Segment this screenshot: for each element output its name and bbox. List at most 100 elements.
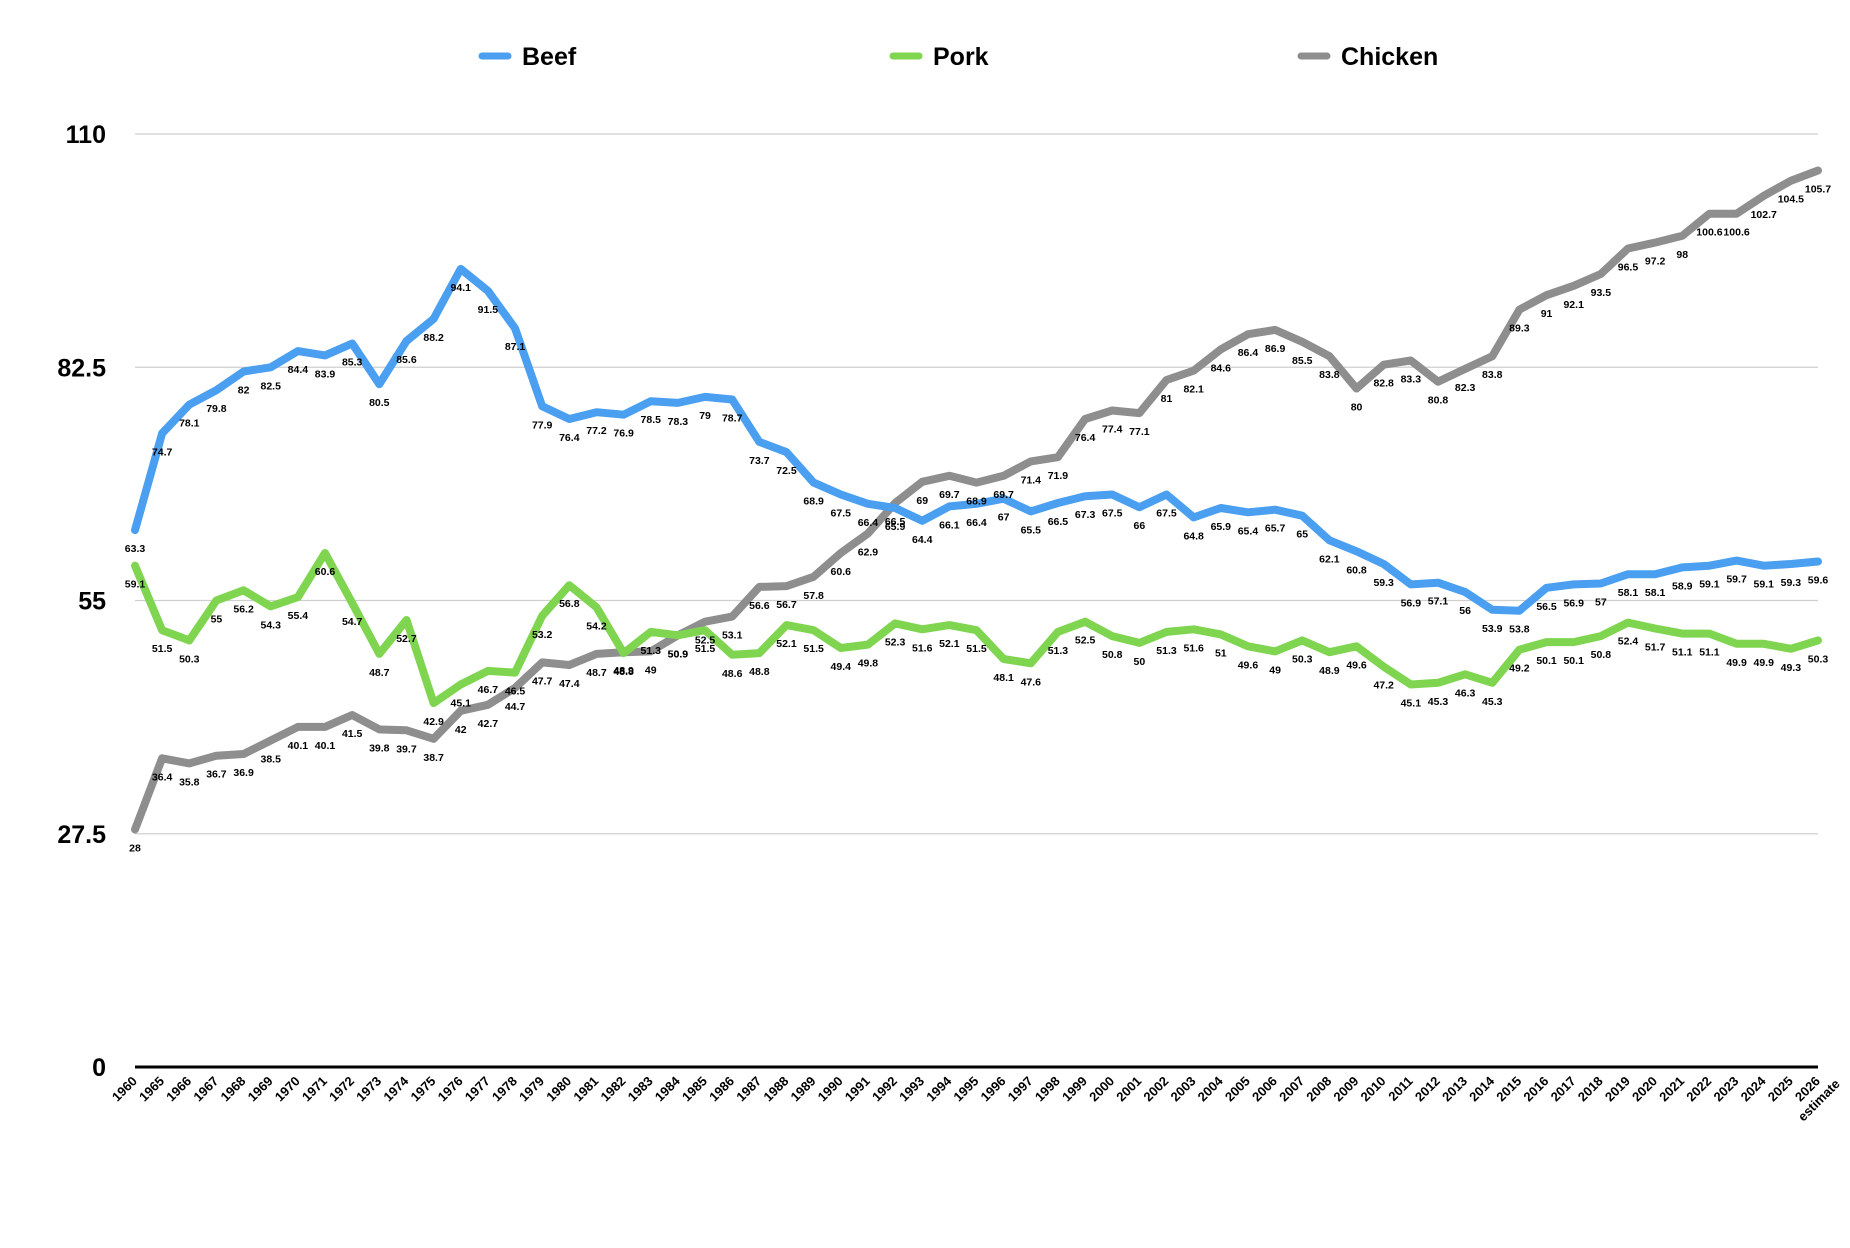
x-tick-label: 1965 <box>136 1073 167 1104</box>
data-label-chicken: 68.9 <box>966 496 987 508</box>
data-label-pork: 50.1 <box>1536 655 1557 667</box>
data-label-pork: 51.3 <box>1156 645 1177 657</box>
data-label-beef: 77.9 <box>532 419 553 431</box>
data-label-chicken: 53.1 <box>722 630 743 642</box>
x-tick-label-group: 2012 <box>1412 1073 1443 1104</box>
x-tick-label: 1996 <box>978 1073 1009 1104</box>
data-label-pork: 51.5 <box>695 643 716 655</box>
x-tick-label: 2016 <box>1520 1073 1551 1104</box>
x-tick-label: 2015 <box>1493 1073 1524 1104</box>
y-tick-label: 0 <box>92 1054 106 1082</box>
x-tick-label-group: 1969 <box>245 1073 276 1104</box>
data-label-beef: 78.5 <box>641 414 662 426</box>
data-label-chicken: 93.5 <box>1591 287 1612 299</box>
x-tick-label: 1988 <box>760 1073 791 1104</box>
x-tick-label: 1980 <box>543 1073 574 1104</box>
x-tick-label: 1974 <box>380 1073 412 1105</box>
data-label-pork: 49 <box>1269 664 1281 676</box>
x-tick-label: 2020 <box>1629 1073 1660 1104</box>
x-tick-label-group: 2004 <box>1195 1073 1227 1105</box>
x-tick-label: 2010 <box>1358 1073 1389 1104</box>
x-tick-label-group: 1982 <box>598 1073 629 1104</box>
x-tick-label: 2011 <box>1385 1073 1416 1104</box>
data-label-pork: 50.8 <box>1102 649 1123 661</box>
data-label-chicken: 35.8 <box>179 776 200 788</box>
y-tick-label: 27.5 <box>57 821 106 849</box>
data-label-beef: 72.5 <box>776 465 797 477</box>
x-tick-label-group: 2000 <box>1086 1073 1117 1104</box>
data-label-chicken: 40.1 <box>288 740 309 752</box>
gridlines <box>135 133 1818 1069</box>
data-label-chicken: 69.7 <box>939 489 960 501</box>
x-tick-label: 2014 <box>1466 1073 1498 1105</box>
x-tick-label: 1975 <box>407 1073 438 1104</box>
data-label-chicken: 36.7 <box>206 769 227 781</box>
data-label-beef: 57.1 <box>1428 596 1449 608</box>
data-label-chicken: 71.4 <box>1021 474 1042 486</box>
data-label-chicken: 83.8 <box>1319 369 1340 381</box>
x-tick-label-group: 1973 <box>353 1073 384 1104</box>
data-label-beef: 58.9 <box>1672 580 1693 592</box>
data-label-beef: 68.9 <box>803 496 824 508</box>
x-tick-label: 1999 <box>1059 1073 1090 1104</box>
data-label-beef: 67.5 <box>1102 507 1123 519</box>
data-label-beef: 76.9 <box>613 428 634 440</box>
data-label-beef: 83.9 <box>315 368 336 380</box>
x-tick-label-group: 1987 <box>733 1073 764 1104</box>
x-tick-label-group: 1978 <box>489 1073 520 1104</box>
y-tick-label: 82.5 <box>57 354 106 382</box>
x-tick-label-group: 2025 <box>1765 1073 1796 1104</box>
x-tick-label-group: 1998 <box>1032 1073 1063 1104</box>
data-label-chicken: 100.6 <box>1723 227 1749 239</box>
x-tick-label-group: 2002 <box>1140 1073 1171 1104</box>
data-label-chicken: 49 <box>645 664 657 676</box>
x-tick-label-group: 1989 <box>788 1073 819 1104</box>
series-line-pork <box>131 549 1822 708</box>
data-label-chicken: 50.9 <box>668 648 689 660</box>
data-label-beef: 66.5 <box>1048 516 1069 528</box>
data-label-beef: 94.1 <box>451 282 472 294</box>
x-tick-label-group: 1985 <box>679 1073 710 1104</box>
x-tick-label-group: 1995 <box>950 1073 981 1104</box>
data-label-pork: 46.3 <box>1455 687 1476 699</box>
data-label-pork: 56.2 <box>233 603 254 615</box>
data-label-pork: 49.4 <box>831 661 852 673</box>
legend-item-pork: Pork <box>889 43 989 71</box>
series-line-beef <box>131 264 1822 615</box>
data-label-pork: 51.6 <box>912 642 933 654</box>
x-tick-label-group: 1975 <box>407 1073 438 1104</box>
x-tick-label: 2024 <box>1738 1073 1770 1105</box>
data-label-chicken: 84.6 <box>1211 362 1232 374</box>
x-tick-label-group: 1967 <box>190 1073 221 1104</box>
data-label-pork: 46.5 <box>505 686 526 698</box>
data-label-pork: 51.5 <box>152 643 173 655</box>
data-label-beef: 65.7 <box>1265 523 1286 535</box>
x-tick-label: 1978 <box>489 1073 520 1104</box>
data-label-beef: 56.9 <box>1563 597 1584 609</box>
legend-item-chicken: Chicken <box>1297 43 1438 71</box>
x-tick-label: 2025 <box>1765 1073 1796 1104</box>
x-tick-label: 1967 <box>190 1073 221 1104</box>
data-label-pork: 59.1 <box>125 579 146 591</box>
data-label-chicken: 47.7 <box>532 675 553 687</box>
data-label-pork: 55 <box>211 614 223 626</box>
data-label-beef: 78.7 <box>722 412 743 424</box>
data-label-pork: 50.9 <box>668 648 689 660</box>
data-label-chicken: 47.4 <box>559 678 580 690</box>
x-tick-label: 1990 <box>815 1073 846 1104</box>
x-tick-label: 1983 <box>625 1073 656 1104</box>
x-tick-label-group: 2005 <box>1222 1073 1253 1104</box>
legend-label: Beef <box>522 43 577 71</box>
x-tick-label: 1979 <box>516 1073 547 1104</box>
x-tick-label-group: 1976 <box>435 1073 466 1104</box>
data-label-beef: 64.4 <box>912 534 933 546</box>
data-label-chicken: 41.5 <box>342 728 363 740</box>
data-label-beef: 65.4 <box>1238 525 1259 537</box>
x-tick-label: 2002 <box>1140 1073 1171 1104</box>
data-label-chicken: 97.2 <box>1645 256 1666 268</box>
data-label-chicken: 82.3 <box>1455 382 1476 394</box>
data-label-chicken: 66.5 <box>885 516 906 528</box>
data-label-pork: 50.3 <box>1808 653 1829 665</box>
data-label-pork: 47.6 <box>1021 676 1042 688</box>
